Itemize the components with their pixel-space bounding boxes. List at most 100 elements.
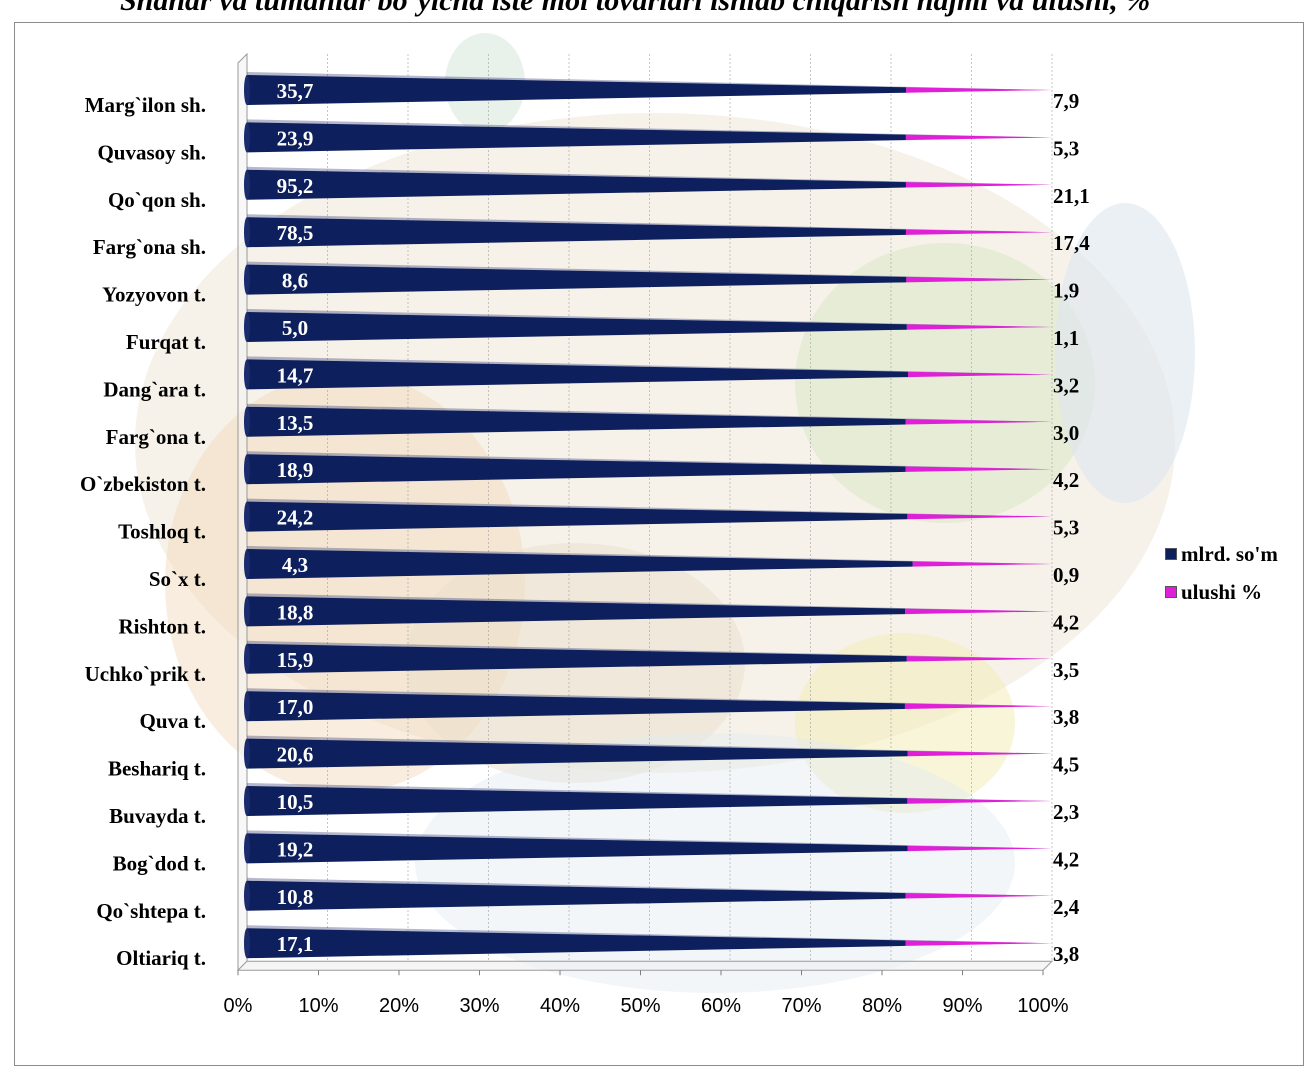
data-label-ulushi: 4,5 <box>1053 753 1079 777</box>
category-label: Quvasoy sh. <box>97 140 206 164</box>
data-label-ulushi: 21,1 <box>1053 184 1090 208</box>
bar-base-cap <box>244 454 250 485</box>
bar-ulushi <box>907 750 1052 757</box>
data-label-ulushi: 17,4 <box>1053 231 1090 255</box>
bar-ulushi <box>905 134 1052 141</box>
data-label-mlrd: 35,7 <box>277 79 314 103</box>
data-label-mlrd: 4,3 <box>282 553 308 577</box>
bar-mlrd <box>247 928 906 959</box>
data-label-ulushi: 4,2 <box>1053 847 1079 871</box>
bar-ulushi <box>905 608 1052 615</box>
data-label-mlrd: 10,5 <box>277 790 314 814</box>
category-label: Toshloq t. <box>118 520 206 544</box>
x-tick-label: 10% <box>298 995 338 1017</box>
bar-ulushi <box>905 182 1052 188</box>
category-label: Dang`ara t. <box>103 377 206 401</box>
category-label: So`x t. <box>149 567 206 591</box>
bar-mlrd <box>247 833 908 864</box>
bar-mlrd <box>247 406 906 437</box>
data-label-mlrd: 23,9 <box>277 126 314 150</box>
x-tick-label: 90% <box>942 995 982 1017</box>
bar-ulushi <box>906 276 1052 283</box>
bar-mlrd <box>247 217 906 248</box>
bar-ulushi <box>905 893 1052 899</box>
category-label: Farg`ona t. <box>106 425 206 449</box>
x-tick-label: 70% <box>781 995 821 1017</box>
data-label-mlrd: 95,2 <box>277 174 314 198</box>
category-label: Qo`qon sh. <box>108 188 206 212</box>
data-label-mlrd: 10,8 <box>277 885 314 909</box>
x-tick-label: 40% <box>540 995 580 1017</box>
bar-ulushi <box>907 513 1052 520</box>
bar-base-cap <box>244 501 250 532</box>
bar-ulushi <box>905 229 1052 235</box>
chart-bars <box>244 72 1052 959</box>
category-label: Buvayda t. <box>109 804 206 828</box>
data-label-ulushi: 2,3 <box>1053 800 1079 824</box>
category-label: Marg`ilon sh. <box>85 93 206 117</box>
bar-ulushi <box>905 466 1052 472</box>
chart-frame: 0% 10% 20% 30% 40% 50% 60% 70% 80% 90% 100% Marg`i… <box>14 22 1304 1066</box>
bar-base-cap <box>244 549 250 579</box>
bar-ulushi <box>907 798 1052 804</box>
bar-ulushi <box>904 703 1052 709</box>
data-label-mlrd: 14,7 <box>277 363 314 387</box>
bar-mlrd <box>247 264 907 295</box>
bar-mlrd <box>247 596 905 627</box>
category-label: Oltiariq t. <box>116 946 206 970</box>
bar-base-cap <box>244 833 250 864</box>
bar-mlrd <box>247 312 907 342</box>
data-label-ulushi: 1,1 <box>1053 326 1079 350</box>
data-label-ulushi: 3,2 <box>1053 373 1079 397</box>
bar-mlrd <box>247 454 906 485</box>
bar-mlrd <box>247 122 906 153</box>
legend-swatch-ulushi <box>1165 586 1177 598</box>
data-label-ulushi: 7,9 <box>1053 89 1079 113</box>
data-label-ulushi: 4,2 <box>1053 468 1079 492</box>
bar-mlrd <box>247 738 908 769</box>
data-label-mlrd: 20,6 <box>277 743 314 767</box>
x-tick-label: 30% <box>459 995 499 1017</box>
bar-mlrd <box>247 691 905 722</box>
category-label: Uchko`prik t. <box>85 662 206 686</box>
data-label-ulushi: 5,3 <box>1053 516 1079 540</box>
category-label: Furqat t. <box>126 330 206 354</box>
x-tick-label: 0% <box>224 995 253 1017</box>
x-tick-label: 50% <box>620 995 660 1017</box>
bar-base-cap <box>244 928 250 959</box>
bar-base-cap <box>244 406 250 437</box>
bar-ulushi <box>907 845 1052 852</box>
bar-base-cap <box>244 122 250 153</box>
bar-ulushi <box>905 940 1052 946</box>
bar-base-cap <box>244 169 250 200</box>
category-label: Qo`shtepa t. <box>96 899 206 923</box>
floor <box>236 960 1054 971</box>
title-strip: Shahar va tumanlar bo`yicha iste'mol tov… <box>0 0 1306 26</box>
legend-label-mlrd: mlrd. so'm <box>1181 541 1278 566</box>
legend-label-ulushi: ulushi % <box>1181 579 1263 604</box>
x-tick-label: 100% <box>1017 995 1068 1017</box>
bar-mlrd <box>247 549 913 579</box>
bar-mlrd <box>247 501 908 532</box>
data-label-ulushi: 3,8 <box>1053 705 1079 729</box>
data-label-mlrd: 18,9 <box>277 458 314 482</box>
data-label-ulushi: 3,0 <box>1053 421 1079 445</box>
bar-ulushi <box>906 324 1052 330</box>
bar-base-cap <box>244 359 250 390</box>
bar-ulushi <box>908 371 1052 378</box>
bar-ulushi <box>906 87 1052 93</box>
data-label-ulushi: 4,2 <box>1053 610 1079 634</box>
bar-base-cap <box>244 880 250 911</box>
data-label-mlrd: 18,8 <box>277 600 314 624</box>
category-label: Bog`dod t. <box>113 851 206 875</box>
bar-base-cap <box>244 738 250 769</box>
data-label-mlrd: 15,9 <box>277 648 314 672</box>
data-label-ulushi: 5,3 <box>1053 136 1079 160</box>
bar-base-cap <box>244 643 250 674</box>
legend-swatch-mlrd <box>1165 548 1177 560</box>
category-label: Quva t. <box>139 709 206 733</box>
data-label-ulushi: 3,8 <box>1053 942 1079 966</box>
chart-labels: Marg`ilon sh. 35,7 7,9 Quvasoy sh. 23,9 5,3 Qo… <box>80 79 1090 970</box>
bar-base-cap <box>244 691 250 722</box>
bar-mlrd <box>247 880 906 911</box>
